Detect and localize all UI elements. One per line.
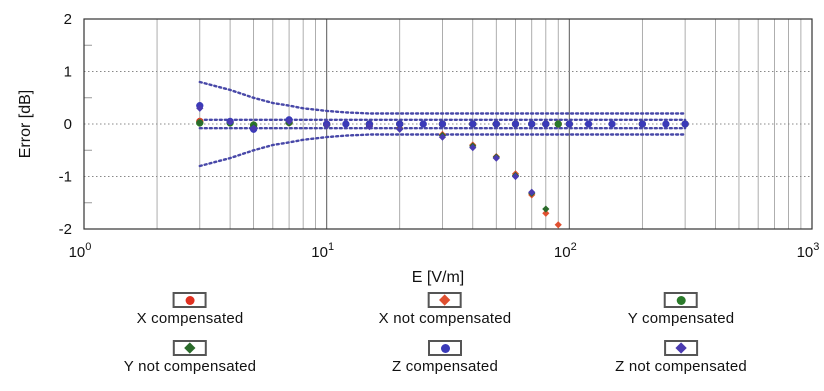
legend-item: Y not compensated xyxy=(124,340,256,375)
data-point xyxy=(554,221,562,229)
data-point xyxy=(323,121,331,130)
data-point xyxy=(584,120,593,128)
legend-swatch xyxy=(664,292,698,308)
legend-label: Z compensated xyxy=(392,358,498,375)
x-tick-label: 102 xyxy=(554,241,577,261)
data-point xyxy=(438,133,447,141)
legend-marker xyxy=(440,343,450,353)
data-point xyxy=(528,120,536,128)
legend-marker xyxy=(676,295,686,305)
plot-frame xyxy=(83,18,813,230)
band-outer-upper xyxy=(198,80,687,115)
x-axis-label: E [V/m] xyxy=(412,269,464,286)
data-point xyxy=(250,124,258,132)
data-point xyxy=(565,120,573,128)
data-point xyxy=(469,144,477,152)
data-point xyxy=(662,120,670,128)
x-tick-label: 101 xyxy=(311,241,334,261)
data-point xyxy=(554,120,562,128)
data-point xyxy=(528,188,536,196)
legend-label: X compensated xyxy=(136,310,244,327)
legend-item: Z not compensated xyxy=(615,340,747,375)
y-tick-label: 0 xyxy=(64,116,72,133)
legend-label: Z not compensated xyxy=(615,358,747,375)
legend-label: X not compensated xyxy=(378,310,512,327)
data-point xyxy=(196,104,204,112)
band-outer-lower xyxy=(198,133,687,168)
y-tick-label: -1 xyxy=(59,169,72,186)
data-point xyxy=(285,117,293,125)
uncertainty-band xyxy=(198,80,687,168)
data-point xyxy=(492,154,500,162)
data-point xyxy=(681,120,689,128)
data-point xyxy=(342,120,350,128)
legend-marker xyxy=(675,342,687,354)
chart-legend: X compensated X not compensated Y compensa… xyxy=(0,292,824,391)
data-point xyxy=(511,120,520,128)
data-point xyxy=(608,120,616,128)
y-tick-label: -2 xyxy=(59,221,72,238)
legend-marker xyxy=(184,342,196,354)
data-point xyxy=(542,205,550,213)
data-points xyxy=(196,101,689,229)
y-axis-label: Error [dB] xyxy=(17,90,34,158)
data-point xyxy=(511,172,520,181)
error-vs-field-chart: -2 -1 0 1 2 100 101 102 103 Error [dB] E [V/m] xyxy=(17,11,820,286)
series-z-not-compensated xyxy=(196,104,536,196)
legend-swatch xyxy=(173,292,207,308)
legend-item: X not compensated xyxy=(379,292,512,327)
data-point xyxy=(196,118,204,127)
data-point xyxy=(226,118,234,126)
data-point xyxy=(396,125,404,133)
data-point xyxy=(419,120,427,128)
data-point xyxy=(542,120,550,128)
data-point xyxy=(365,123,373,131)
data-point xyxy=(638,120,647,128)
legend-item: X compensated xyxy=(137,292,244,327)
legend-marker xyxy=(185,295,195,305)
x-tick-labels: 100 101 102 103 xyxy=(69,241,820,261)
legend-swatch xyxy=(664,340,698,356)
legend-item: Y compensated xyxy=(628,292,735,327)
legend-label: Y compensated xyxy=(627,310,735,327)
legend-swatch xyxy=(172,340,207,356)
data-point xyxy=(542,209,550,217)
legend-label: Y not compensated xyxy=(123,358,257,375)
y-tick-label: 2 xyxy=(64,11,72,28)
data-point xyxy=(492,120,500,128)
y-tick-labels: -2 -1 0 1 2 xyxy=(59,11,72,238)
data-point xyxy=(469,120,477,128)
x-tick-label: 100 xyxy=(69,241,92,261)
grid-lines xyxy=(84,19,812,229)
legend-swatch xyxy=(428,340,462,356)
x-tick-label: 103 xyxy=(797,241,820,261)
legend-marker xyxy=(439,294,451,306)
legend-item: Z compensated xyxy=(392,340,498,375)
y-tick-label: 1 xyxy=(64,64,72,81)
data-point xyxy=(438,120,447,128)
legend-swatch xyxy=(428,292,462,308)
